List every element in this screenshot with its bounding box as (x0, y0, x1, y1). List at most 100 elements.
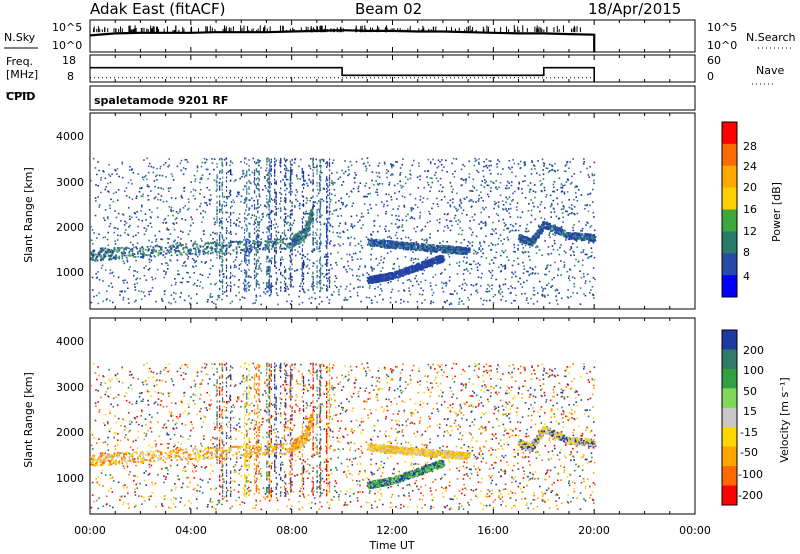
echo-point (94, 214, 97, 217)
echo-point (255, 226, 257, 229)
echo-point (463, 278, 465, 281)
echo-point (345, 285, 348, 288)
echo-point (91, 229, 94, 231)
echo-point (170, 206, 173, 209)
echo-point (580, 251, 583, 254)
echo-point (208, 199, 211, 201)
echo-point (517, 163, 520, 165)
echo-point (139, 277, 141, 280)
echo-point (319, 187, 321, 190)
echo-point (300, 158, 302, 161)
echo-point (537, 160, 539, 162)
echo-point (235, 233, 237, 235)
echo-point (257, 177, 259, 180)
echo-point (523, 281, 525, 284)
echo-point (328, 181, 331, 184)
echo-point (488, 285, 491, 288)
echo-point (560, 226, 563, 228)
echo-point (93, 249, 95, 252)
echo-point (175, 222, 178, 224)
echo-point (298, 295, 300, 298)
echo-point (302, 199, 305, 202)
echo-point (319, 242, 321, 245)
echo-point (222, 246, 225, 249)
echo-point (525, 230, 528, 233)
echo-point (531, 161, 533, 164)
echo-point (220, 208, 222, 211)
echo-point (156, 207, 159, 209)
echo-point (102, 249, 105, 252)
echo-point (124, 254, 127, 257)
echo-point (149, 216, 152, 218)
echo-point (230, 173, 233, 176)
echo-point (109, 272, 111, 275)
echo-point (312, 286, 314, 289)
echo-point (174, 251, 177, 254)
echo-point (268, 204, 270, 207)
echo-point (116, 167, 119, 170)
echo-point (470, 228, 472, 231)
echo-point (301, 273, 303, 276)
echo-point (216, 219, 218, 222)
echo-point (235, 256, 238, 258)
echo-point (519, 216, 522, 219)
echo-point (536, 300, 539, 303)
echo-point (124, 190, 126, 193)
echo-point (461, 184, 463, 186)
echo-point (259, 204, 262, 206)
echo-point (187, 251, 190, 254)
echo-point (132, 235, 135, 238)
echo-point (481, 206, 484, 209)
echo-point (230, 160, 232, 163)
echo-point (512, 192, 514, 195)
echo-point (182, 167, 185, 169)
echo-point (291, 163, 293, 166)
echo-point (199, 273, 202, 276)
echo-point (104, 236, 107, 238)
echo-point (291, 170, 293, 173)
echo-point (371, 179, 373, 182)
echo-point (115, 254, 117, 257)
echo-point (480, 197, 483, 199)
echo-point (519, 160, 522, 163)
echo-point (371, 248, 373, 250)
echo-point (255, 169, 257, 172)
echo-point (159, 165, 162, 168)
echo-point (215, 180, 218, 182)
echo-point (357, 286, 359, 289)
echo-point (269, 283, 271, 286)
echo-point (290, 300, 293, 303)
echo-point (210, 283, 212, 285)
echo-point (99, 259, 102, 261)
echo-point (196, 302, 198, 305)
echo-point (548, 163, 551, 166)
echo-point (157, 216, 159, 218)
echo-point (239, 263, 242, 265)
echo-point (383, 163, 386, 165)
echo-point (142, 250, 145, 253)
echo-point (153, 180, 156, 182)
echo-point (143, 274, 146, 277)
echo-point (292, 242, 295, 244)
echo-point (470, 205, 473, 208)
echo-point (308, 220, 311, 223)
echo-point (319, 286, 321, 289)
echo-point (567, 179, 570, 181)
echo-point (211, 300, 214, 303)
echo-point (108, 204, 111, 207)
echo-point (98, 292, 100, 294)
echo-point (91, 254, 94, 256)
echo-point (468, 173, 471, 175)
echo-point (245, 247, 248, 249)
echo-point (326, 200, 328, 203)
echo-point (219, 170, 221, 172)
echo-point (334, 275, 337, 277)
echo-point (509, 230, 512, 232)
echo-point (421, 272, 424, 275)
echo-point (284, 247, 287, 250)
echo-point (578, 260, 580, 263)
echo-point (533, 205, 535, 208)
echo-point (198, 249, 200, 252)
echo-point (109, 222, 112, 225)
echo-point (207, 242, 210, 245)
